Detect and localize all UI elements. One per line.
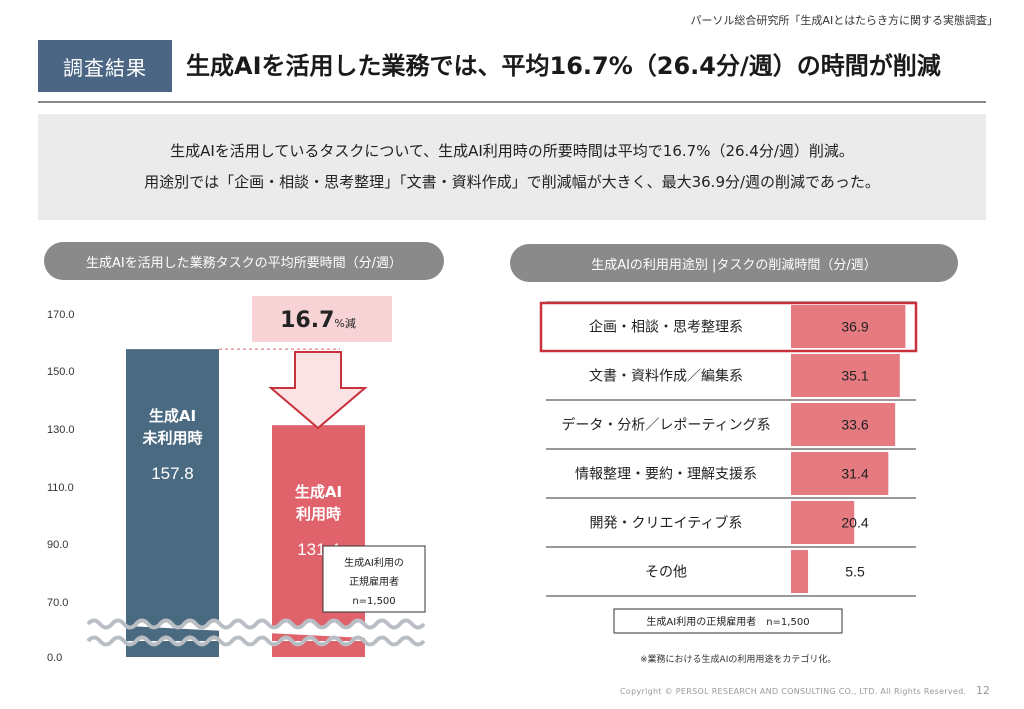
use-category-label: 開発・クリエイティブ系 [590,515,743,532]
sample-note-text: 正規雇用者 [349,575,399,588]
y-tick-label: 110.0 [47,482,74,494]
page-title: 生成AIを活用した業務では、平均16.7%（26.4分/週）の時間が削減 [186,52,941,80]
sample-note-box [613,608,843,634]
summary-line-1: 生成AIを活用しているタスクについて、生成AI利用時の所要時間は平均で16.7%… [170,142,854,160]
bar-category-label: 生成AI [295,483,342,501]
use-category-label: 文書・資料作成／編集系 [589,368,743,385]
use-bar [791,403,896,446]
use-category-label: 企画・相談・思考整理系 [589,319,743,336]
use-value-label: 5.5 [845,564,865,580]
y-tick-label: 0.0 [47,652,62,664]
use-value-label: 35.1 [841,368,868,384]
use-bar [791,305,906,348]
y-tick-label: 150.0 [47,366,75,378]
down-arrow [268,351,368,430]
section-badge: 調査結果 [38,40,172,92]
bar-category-label: 未利用時 [141,429,202,447]
bar-with-ai [272,425,365,657]
reduction-callout [252,296,392,342]
highlight-box [539,301,918,353]
title-divider [38,101,986,103]
copyright: Copyright © PERSOL RESEARCH AND CONSULTI… [620,687,967,696]
page-number: 12 [976,684,990,697]
y-tick-label: 70.0 [47,597,68,609]
axis-break-wave-bottom [86,635,426,647]
y-tick-label: 90.0 [47,539,68,551]
use-category-label: データ・分析／レポーティング系 [561,417,770,434]
use-bar [791,550,809,593]
use-value-label: 33.6 [841,417,868,433]
use-bar [791,452,889,495]
y-tick-label: 170.0 [47,309,75,321]
sample-note-box [322,545,426,613]
y-tick-label: 130.0 [47,424,75,436]
left-chart-title: 生成AIを活用した業務タスクの平均所要時間（分/週） [44,242,444,280]
reduction-suffix: %減 [334,316,355,330]
reduction-percent: 16.7 [280,308,334,333]
use-bar [791,501,855,544]
sample-note-text: 生成AI利用の [344,556,404,569]
use-value-label: 20.4 [841,515,868,531]
use-category-label: その他 [645,565,687,581]
use-category-label: 情報整理・要約・理解支援系 [575,467,757,483]
right-chart-title: 生成AIの利用用途別 |タスクの削減時間（分/週） [510,244,958,282]
use-bar [791,354,900,397]
source-label: パーソル総合研究所「生成AIとはたらき方に関する実態調査」 [690,14,998,27]
use-value-label: 36.9 [841,319,868,335]
axis-break-wave-top [86,618,426,630]
sample-note-text: n=1,500 [352,596,395,607]
bar-category-label: 生成AI [149,407,196,425]
use-value-label: 31.4 [841,466,868,482]
summary-line-2: 用途別では「企画・相談・思考整理」「文書・資料作成」で削減幅が大きく、最大36.… [144,173,880,191]
bar-without-ai [126,349,219,657]
reduction-value: 16.7%減 [280,308,356,333]
bar-value-label: 157.8 [151,464,194,483]
bar-category-label: 利用時 [296,505,341,523]
footnote: ※業務における生成AIの利用用途をカテゴリ化。 [640,655,837,665]
sample-note-text: 生成AI利用の正規雇用者 n=1,500 [646,615,809,628]
summary-box: 生成AIを活用しているタスクについて、生成AI利用時の所要時間は平均で16.7%… [38,114,986,220]
